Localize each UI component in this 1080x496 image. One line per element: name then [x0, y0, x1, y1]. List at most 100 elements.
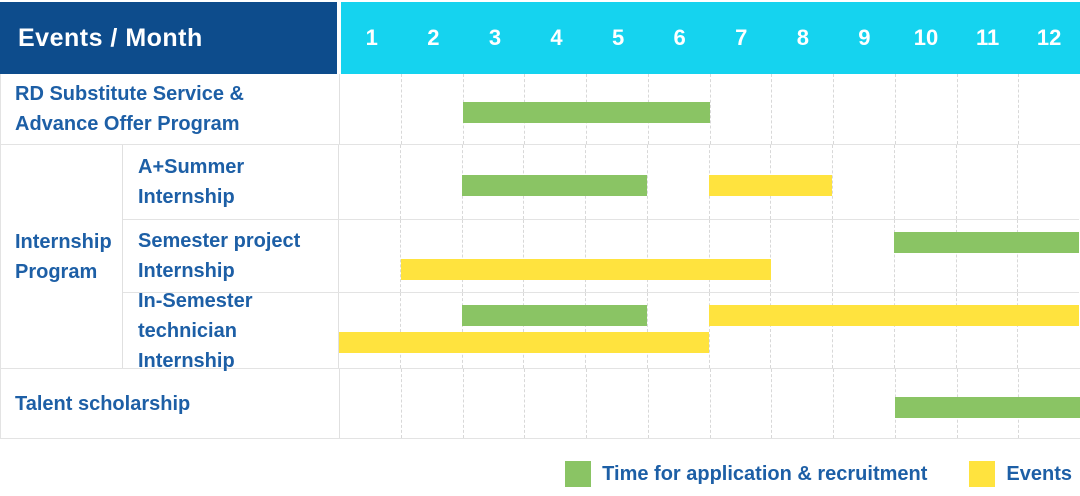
month-cell	[895, 220, 957, 292]
month-cell	[648, 220, 710, 292]
row-label-line: A+Summer	[138, 156, 245, 178]
gantt-bar-application	[463, 102, 710, 123]
month-header-strip: 1 2 3 4 5 6 7 8 9 10 11 12	[341, 2, 1080, 74]
month-cell	[402, 74, 464, 144]
month-cell	[833, 293, 895, 368]
month-cell	[772, 74, 834, 144]
row-label-talent-scholarship: Talent scholarship	[1, 369, 340, 438]
month-cell	[586, 220, 648, 292]
gantt-bar-application	[894, 232, 1079, 253]
row-label-line: Internship	[138, 186, 235, 208]
month-cell	[957, 145, 1019, 219]
month-header-9: 9	[858, 25, 871, 50]
row-label-line: Advance Offer Program	[15, 113, 240, 135]
internship-program-group: Internship Program A+Summer Internship S…	[1, 145, 1079, 372]
month-cell	[1018, 145, 1079, 219]
legend: Time for application & recruitment Event…	[0, 461, 1080, 487]
month-cell	[586, 293, 648, 368]
month-cell	[833, 220, 895, 292]
application-swatch-icon	[565, 461, 592, 487]
row-label-line: Semester project	[138, 230, 301, 252]
month-cell	[772, 369, 834, 438]
month-cell	[401, 293, 463, 368]
month-header-2: 2	[427, 25, 440, 50]
header-row: Events / Month 1 2 3 4 5 6 7 8 9 10 11 12	[0, 2, 1080, 74]
row-a-plus-summer: A+Summer Internship	[123, 145, 1079, 220]
month-cell	[649, 369, 711, 438]
month-cell	[401, 220, 463, 292]
month-cell	[525, 369, 587, 438]
gantt-bar-application	[462, 175, 648, 196]
row-label-a-plus-summer: A+Summer Internship	[123, 145, 339, 219]
month-header-5: 5	[611, 25, 625, 50]
month-cell	[1019, 74, 1080, 144]
month-cell	[402, 369, 464, 438]
gantt-bar-event	[709, 305, 1079, 326]
month-cell	[895, 293, 957, 368]
month-cell	[957, 293, 1019, 368]
month-cell	[896, 74, 958, 144]
month-cell	[401, 145, 463, 219]
month-cell	[833, 145, 895, 219]
month-cell	[648, 145, 710, 219]
month-cell	[1018, 220, 1079, 292]
legend-label-events: Events	[1006, 462, 1072, 485]
row-label-rd-substitute: RD Substitute Service & Advance Offer Pr…	[1, 74, 340, 144]
row-internship-program-block: Internship Program A+Summer Internship S…	[1, 145, 1080, 372]
month-cell	[340, 74, 402, 144]
month-cell	[648, 293, 710, 368]
row-label-line: Internship	[138, 260, 235, 282]
gantt-bar-application	[462, 305, 648, 326]
gantt-bar-event	[400, 259, 771, 280]
month-header-12: 12	[1036, 25, 1062, 50]
month-header-6: 6	[673, 25, 686, 50]
month-cell	[463, 220, 525, 292]
month-header-1: 1	[365, 25, 378, 50]
row-label-semester-project: Semester project Internship	[123, 220, 339, 292]
month-header-10: 10	[913, 25, 939, 50]
month-header-7: 7	[735, 25, 748, 50]
row-semester-project: Semester project Internship	[123, 220, 1079, 293]
gantt-table: Events / Month 1 2 3 4 5 6 7 8 9 10 11 12 RD Substi…	[0, 2, 1080, 439]
month-cell	[834, 74, 896, 144]
group-label-line: Internship	[15, 230, 112, 253]
month-header-4: 4	[550, 25, 563, 50]
group-label-line: Program	[15, 260, 98, 283]
gantt-grid-talent-scholarship	[340, 369, 1080, 438]
month-cell	[771, 145, 833, 219]
events-swatch-icon	[969, 461, 996, 487]
month-cell	[771, 220, 833, 292]
row-label-line: Talent scholarship	[15, 392, 191, 415]
month-cell	[957, 220, 1019, 292]
gantt-bar-event	[339, 332, 709, 353]
row-rd-substitute: RD Substitute Service & Advance Offer Pr…	[1, 74, 1080, 145]
month-cell	[771, 293, 833, 368]
internship-subrows: A+Summer Internship Semester project Int…	[123, 145, 1079, 372]
gantt-grid-in-semester-technician	[339, 293, 1079, 368]
gantt-bar-event	[709, 175, 833, 196]
month-cell	[524, 293, 586, 368]
legend-item-application: Time for application & recruitment	[565, 461, 927, 487]
month-cell	[711, 369, 773, 438]
gantt-grid-a-plus-summer	[339, 145, 1079, 219]
legend-label-application: Time for application & recruitment	[602, 462, 928, 485]
month-cell	[339, 145, 401, 219]
month-cell	[958, 74, 1020, 144]
month-cell	[711, 74, 773, 144]
month-cell	[587, 369, 649, 438]
month-cell	[710, 293, 772, 368]
row-label-line: technician Internship	[138, 319, 237, 372]
gantt-grid-rd-substitute	[340, 74, 1080, 144]
header-gap	[337, 2, 341, 74]
events-month-header: Events / Month	[0, 2, 337, 74]
month-cell	[524, 220, 586, 292]
month-cell	[340, 369, 402, 438]
row-label-in-semester-technician: In-Semester technician Internship	[123, 290, 339, 372]
gantt-grid-semester-project	[339, 220, 1079, 292]
legend-item-events: Events	[969, 461, 1072, 487]
month-cell	[710, 220, 772, 292]
table-body: RD Substitute Service & Advance Offer Pr…	[0, 74, 1080, 439]
month-cell	[339, 220, 401, 292]
row-talent-scholarship: Talent scholarship	[1, 368, 1080, 439]
row-label-line: RD Substitute Service &	[15, 83, 244, 105]
